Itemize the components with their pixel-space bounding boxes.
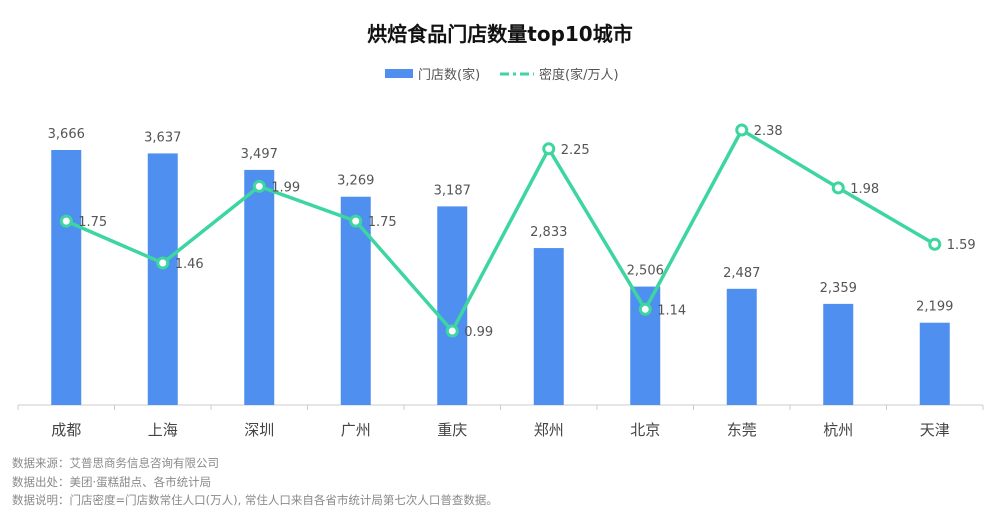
- x-tick-label: 北京: [630, 421, 660, 439]
- x-tick-label: 上海: [148, 421, 178, 439]
- density-data-label: 0.99: [464, 325, 493, 340]
- bar-data-label: 3,666: [48, 127, 85, 142]
- bar: [726, 288, 757, 405]
- density-point: [59, 214, 73, 228]
- density-point: [252, 179, 266, 193]
- density-data-label: 1.75: [78, 215, 107, 230]
- density-point: [831, 181, 845, 195]
- legend-item-density[interactable]: 密度(家/万人): [500, 64, 619, 83]
- x-tick-label: 深圳: [244, 421, 274, 439]
- x-tick-label: 郑州: [534, 421, 564, 439]
- density-point: [349, 214, 363, 228]
- legend-line-swatch-icon: [500, 72, 534, 75]
- density-data-label: 2.38: [754, 124, 783, 139]
- note-origin: 数据出处：美团·蛋糕甜点、各市统计局: [12, 474, 212, 489]
- density-point: [156, 256, 170, 270]
- density-data-label: 1.46: [175, 257, 204, 272]
- bar: [147, 153, 178, 405]
- bar: [437, 206, 468, 405]
- legend-label: 门店数(家): [418, 68, 481, 83]
- bar-data-label: 2,833: [530, 225, 567, 240]
- bar-data-label: 2,506: [627, 264, 664, 279]
- note-description: 数据说明：门店密度=门店数常住人口(万人), 常住人口来自各省市统计局第七次人口…: [12, 493, 498, 507]
- notes: 数据来源：艾普思商务信息咨询有限公司 数据出处：美团·蛋糕甜点、各市统计局 数据…: [12, 454, 498, 510]
- bar: [823, 303, 854, 405]
- density-data-label: 1.59: [947, 238, 976, 253]
- x-tick-label: 成都: [51, 421, 81, 439]
- x-tick-label: 重庆: [437, 421, 467, 439]
- legend-item-stores[interactable]: 门店数(家): [385, 64, 480, 83]
- bar-data-label: 2,199: [916, 300, 953, 315]
- legend-bar-swatch-icon: [385, 69, 413, 78]
- bar-data-label: 3,497: [241, 147, 278, 162]
- bar: [51, 150, 82, 405]
- bar: [244, 169, 275, 405]
- density-data-label: 1.98: [850, 182, 879, 197]
- bar: [533, 248, 564, 405]
- density-point: [735, 123, 749, 137]
- density-point: [638, 302, 652, 316]
- x-tick-label: 天津: [920, 421, 950, 439]
- bar: [340, 196, 371, 405]
- legend-label: 密度(家/万人): [539, 68, 619, 83]
- x-tick-label: 杭州: [823, 421, 853, 439]
- density-point: [542, 142, 556, 156]
- bar-data-label: 2,359: [820, 281, 857, 296]
- density-data-label: 2.25: [561, 143, 590, 158]
- density-data-label: 1.75: [368, 215, 397, 230]
- bar: [919, 322, 950, 405]
- bar-data-label: 3,269: [337, 174, 374, 189]
- density-data-label: 1.99: [271, 180, 300, 195]
- x-tick-label: 广州: [341, 421, 371, 439]
- chart-title: 烘焙食品门店数量top10城市: [367, 22, 633, 46]
- density-point: [928, 237, 942, 251]
- density-data-label: 1.14: [657, 303, 686, 318]
- density-line: [65, 127, 936, 335]
- bar-data-label: 2,487: [723, 266, 760, 281]
- bar-data-label: 3,187: [434, 183, 471, 198]
- chart-plot: 3,666 成都 3,637 上海 3,497 深圳 3,269 广州 3,187 重庆 2,833…: [17, 123, 984, 439]
- bar-data-label: 3,637: [144, 130, 181, 145]
- note-source: 数据来源：艾普思商务信息咨询有限公司: [12, 456, 219, 470]
- x-tick-label: 东莞: [727, 421, 757, 439]
- density-point: [445, 324, 459, 338]
